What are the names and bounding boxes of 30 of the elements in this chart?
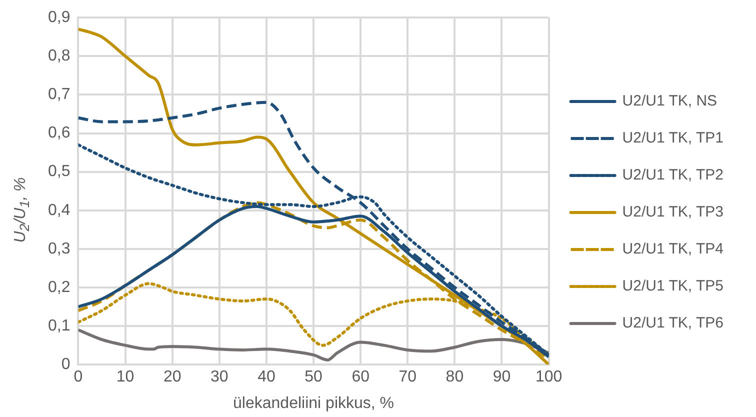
legend-label: U2/U1 TK, NS bbox=[622, 92, 718, 110]
legend-label: U2/U1 TK, TP5 bbox=[622, 278, 724, 295]
y-tick-label: 0,9 bbox=[48, 9, 70, 26]
x-tick-label: 20 bbox=[163, 368, 182, 386]
legend-label: U2/U1 TK, TP6 bbox=[622, 314, 724, 332]
x-tick-label: 60 bbox=[352, 368, 370, 386]
y-tick-label: 0,4 bbox=[48, 202, 70, 219]
x-tick-label: 50 bbox=[304, 368, 323, 386]
x-tick-label: 80 bbox=[446, 368, 464, 386]
legend-label: U2/U1 TK, TP1 bbox=[622, 130, 724, 147]
x-tick-label: 90 bbox=[492, 368, 511, 386]
y-tick-label: 0,1 bbox=[48, 317, 70, 334]
y-tick-label: 0,7 bbox=[48, 86, 70, 104]
x-tick-label: 70 bbox=[398, 368, 417, 386]
legend-label: U2/U1 TK, TP2 bbox=[622, 166, 724, 184]
x-tick-label: 30 bbox=[210, 368, 228, 386]
line-series bbox=[78, 328, 549, 362]
x-tick-label: 100 bbox=[535, 368, 562, 386]
x-tick-label: 40 bbox=[258, 368, 276, 386]
y-tick-label: 0,2 bbox=[48, 278, 70, 296]
y-tick-label: 0,5 bbox=[48, 163, 70, 180]
x-tick-label: 10 bbox=[116, 368, 134, 386]
x-tick-label: 0 bbox=[74, 368, 83, 386]
y-tick-label: 0,8 bbox=[48, 48, 70, 65]
legend-label: U2/U1 TK, TP4 bbox=[622, 240, 724, 258]
y-tick-label: 0,3 bbox=[48, 240, 70, 258]
x-axis-title: ülekandeliini pikkus, % bbox=[233, 394, 394, 412]
y-tick-label: 0,6 bbox=[48, 124, 70, 142]
legend-label: U2/U1 TK, TP3 bbox=[622, 204, 724, 221]
y-tick-label: 0 bbox=[61, 356, 70, 374]
